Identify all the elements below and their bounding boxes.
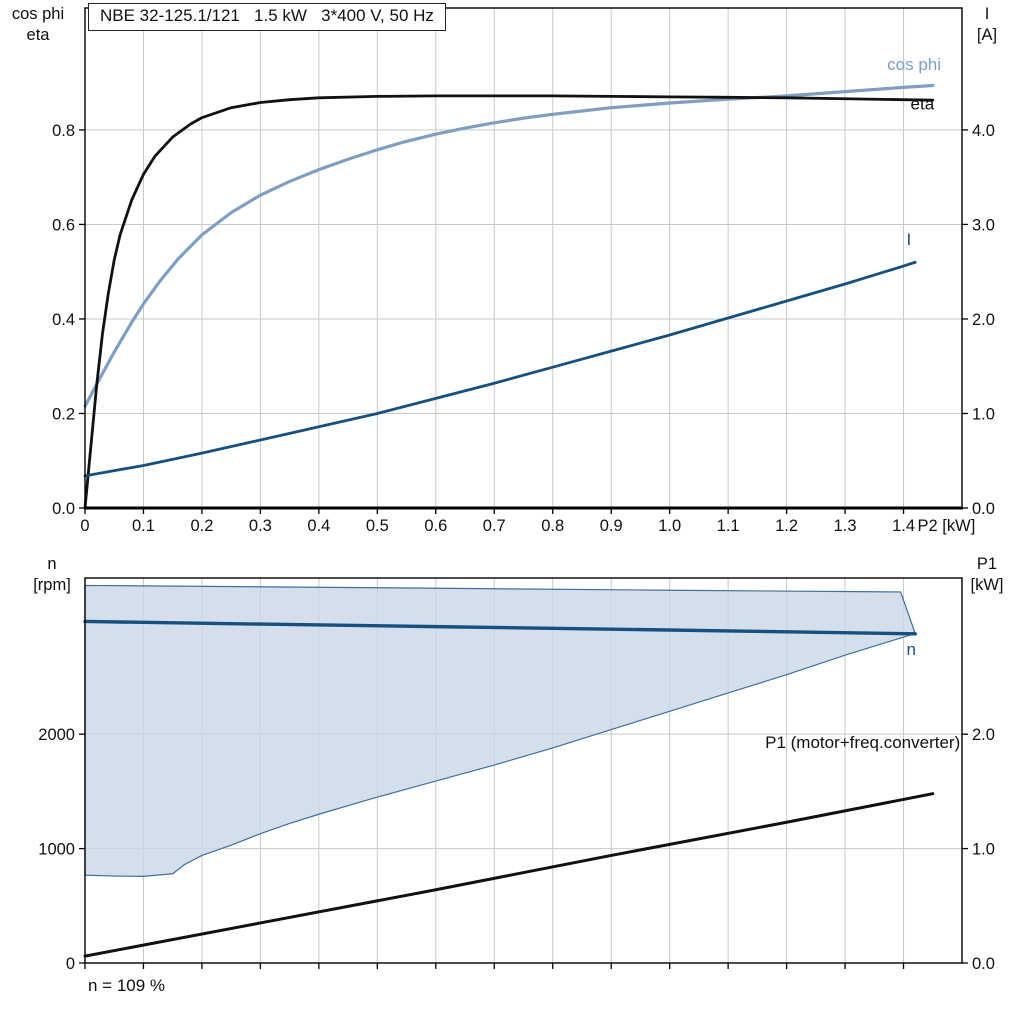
curve-eta [83, 94, 935, 510]
tick-label: 0.0 [972, 955, 995, 973]
tick-label: 0.8 [541, 517, 564, 535]
tick-label: 2.0 [972, 726, 995, 744]
tick-label: 4.0 [972, 122, 995, 140]
curve-cos-phi [83, 83, 935, 408]
curve-p1-motor-freq-converter- [83, 792, 935, 958]
tick-label: 1.0 [972, 841, 995, 859]
speed-percentage-note: n = 109 % [88, 976, 166, 995]
left-axis-label-eta: eta [26, 26, 50, 44]
tick-label: 0.6 [424, 517, 447, 535]
tick-label: 0.7 [483, 517, 506, 535]
tick-label: 0.1 [132, 517, 155, 535]
power-axis-unit: [kW] [970, 576, 1004, 594]
top-chart-electrical-curves: 0 0.1 0.2 0.3 0.4 0.5 0.6 0.7 0.8 0.9 1.0 1.1 1.2 1.3… [52, 7, 995, 535]
plot-frame [84, 577, 963, 964]
tick-label: 1.0 [972, 405, 995, 423]
curve-label-i: I [906, 230, 911, 249]
tick-label: 1.4 [892, 517, 915, 535]
right-axis-label-current-unit: [A] [976, 26, 998, 44]
x-axis-unit-label: P2 [kW] [918, 517, 976, 535]
tick-label: 0.4 [307, 517, 330, 535]
tick-label: 2.0 [972, 311, 995, 329]
tick-label: 0.6 [52, 216, 75, 234]
tick-label: 0.4 [52, 311, 75, 329]
tick-label: 0.8 [52, 122, 75, 140]
tick-label: 2000 [38, 726, 75, 744]
bottom-right-axis-title: P1 [kW] [954, 554, 1020, 596]
tick-label: 0.9 [600, 517, 623, 535]
left-axis-label-cosphi: cos phi [11, 5, 65, 23]
top-left-axis-title: cos phi eta [0, 4, 76, 46]
tick-label: 1.2 [775, 517, 798, 535]
power-axis-label: P1 [976, 555, 998, 573]
tick-label: 1000 [38, 841, 75, 859]
right-axis-label-current: I [984, 5, 990, 23]
curve-label-n: n [906, 640, 915, 659]
curve-label-cos-phi: cos phi [887, 55, 941, 74]
curve-i [83, 260, 917, 478]
plot-frame [84, 7, 963, 509]
tick-label: 0.5 [366, 517, 389, 535]
speed-axis-unit: [rpm] [33, 576, 71, 594]
speed-axis-label: n [47, 555, 57, 573]
tick-label: 1.1 [717, 517, 740, 535]
tick-label: 1.3 [834, 517, 857, 535]
chart-title: NBE 32-125.1/121 1.5 kW 3*400 V, 50 Hz [88, 3, 446, 31]
curve-label-eta: eta [911, 95, 935, 114]
tick-label: 0 [80, 517, 89, 535]
tick-label: 0.3 [249, 517, 272, 535]
tick-label: 0.2 [52, 405, 75, 423]
tick-label: 0 [66, 955, 75, 973]
curve-n [83, 619, 917, 636]
bottom-chart-speed-power: 0 1000 2000 0.0 1.0 2.0 n P1 (motor+freq.conver… [38, 577, 995, 973]
tick-label: 3.0 [972, 216, 995, 234]
curve-label-p1-motor-freq-converter-: P1 (motor+freq.converter) [765, 733, 960, 752]
tick-label: 0.0 [972, 500, 995, 518]
bottom-left-axis-title: n [rpm] [14, 554, 90, 596]
tick-label: 1.0 [658, 517, 681, 535]
tick-label: 0.0 [52, 500, 75, 518]
top-right-axis-title: I [A] [954, 4, 1020, 46]
tick-label: 0.2 [190, 517, 213, 535]
